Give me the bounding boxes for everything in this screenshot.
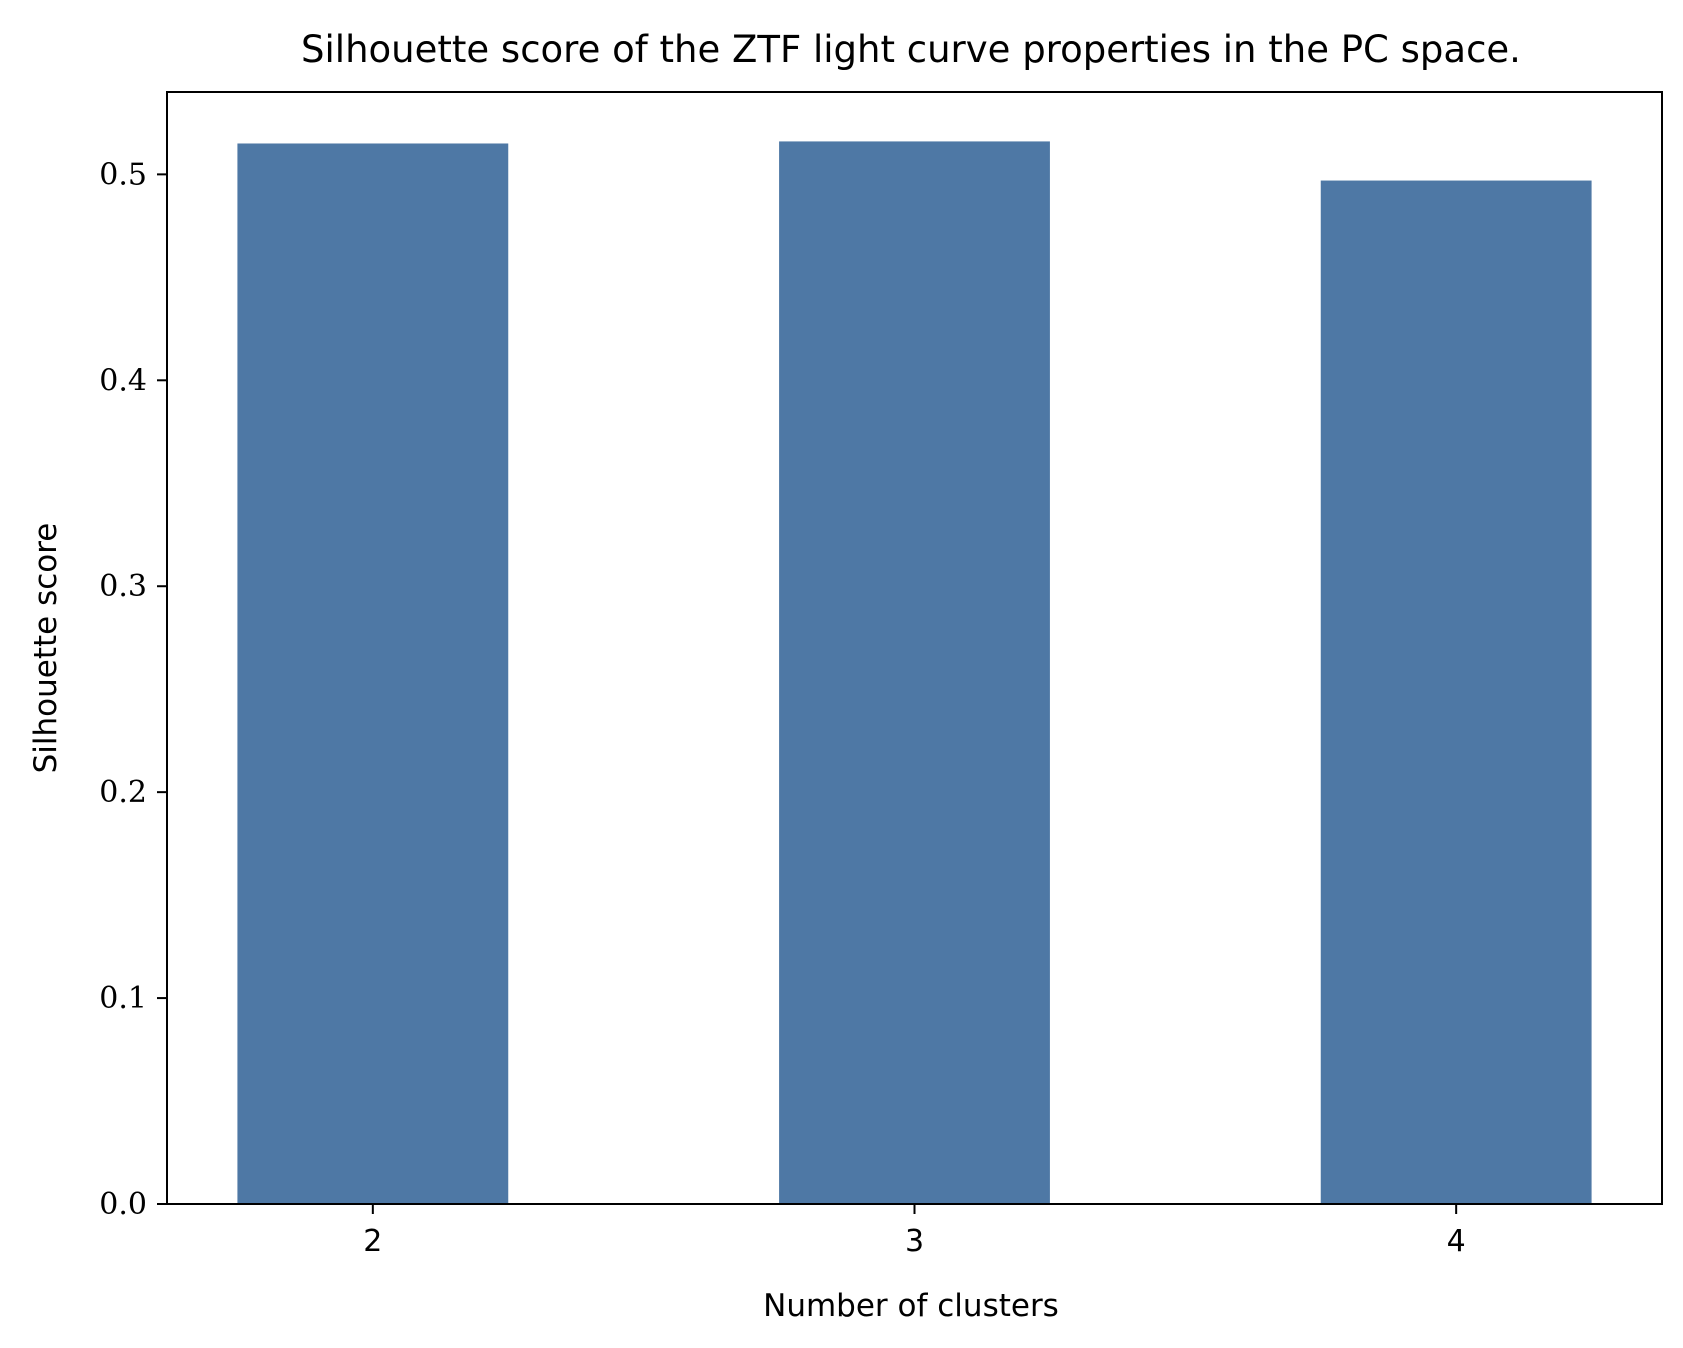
y-axis: 0.0 0.1 0.2 0.3 0.4 0.5 (99, 157, 167, 1222)
y-tick-label: 0.5 (99, 157, 147, 192)
bar-4 (1320, 180, 1592, 1204)
y-axis-label: Silhouette score (28, 523, 64, 774)
x-tick-label: 2 (363, 1224, 382, 1259)
bar-3 (779, 141, 1050, 1204)
y-tick-label: 0.2 (99, 775, 147, 810)
y-tick-label: 0.4 (99, 363, 147, 398)
plot-frame (166, 91, 1663, 1205)
chart-title: Silhouette score of the ZTF light curve … (301, 28, 1521, 71)
y-tick-label: 0.3 (99, 569, 147, 604)
bar-2 (237, 143, 509, 1205)
bars-group (237, 141, 1592, 1205)
x-axis-label: Number of clusters (763, 1288, 1059, 1324)
x-tick-label: 3 (905, 1224, 924, 1259)
x-tick-label: 4 (1447, 1224, 1466, 1259)
y-tick-label: 0.0 (99, 1187, 147, 1222)
y-tick-label: 0.1 (99, 981, 147, 1016)
x-axis: 2 3 4 (363, 1204, 1466, 1259)
